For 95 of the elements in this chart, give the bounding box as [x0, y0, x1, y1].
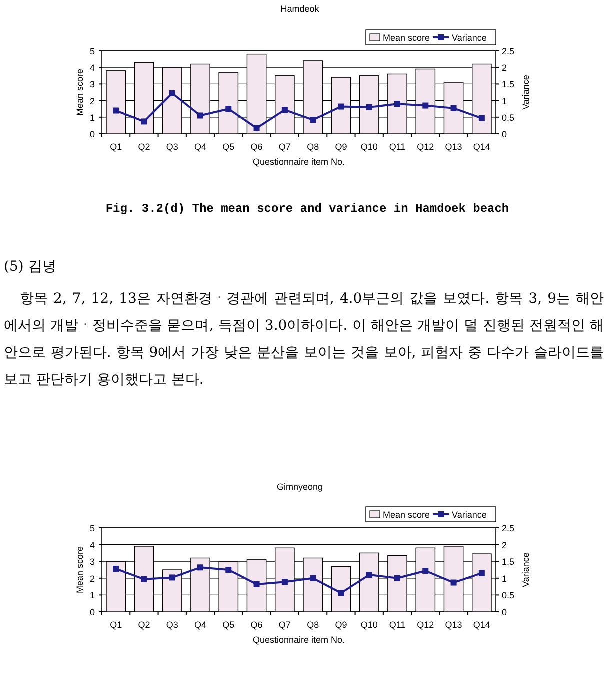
point	[422, 568, 429, 574]
point	[113, 108, 120, 114]
x-tick-label: Q5	[222, 142, 235, 152]
y-tick-label: 0	[90, 130, 95, 140]
x-tick-label: Q3	[166, 142, 178, 152]
y-tick-label: 0	[90, 608, 95, 618]
y2-tick-label: 1	[502, 96, 508, 106]
y2-tick-label: 1.5	[502, 80, 515, 90]
point	[450, 105, 457, 112]
x-tick-label: Q13	[445, 620, 462, 630]
y-tick-label: 2	[90, 574, 95, 584]
x-tick-label: Q6	[250, 142, 263, 152]
y2-tick-label: 1.5	[502, 557, 515, 568]
point	[254, 125, 260, 132]
y2-tick-label: 2.5	[502, 46, 515, 56]
x-tick-label: Q10	[360, 142, 378, 152]
chart-title: Gimnyeong	[276, 482, 324, 492]
x-tick-label: Q9	[335, 620, 348, 630]
point	[338, 104, 344, 110]
point	[310, 575, 316, 582]
point	[169, 574, 176, 581]
x-tick-label: Q10	[360, 620, 378, 630]
legend-label: Variance	[452, 33, 487, 43]
y-axis-title: Mean score	[75, 546, 85, 594]
x-tick-label: Q5	[222, 620, 235, 630]
x-tick-label: Q3	[166, 620, 178, 630]
x-tick-label: Q11	[389, 142, 406, 152]
x-tick-label: Q4	[194, 620, 207, 630]
x-tick-label: Q1	[110, 142, 122, 152]
legend-label: Variance	[452, 510, 487, 520]
x-tick-label: Q2	[138, 620, 150, 630]
x-tick-label: Q14	[473, 142, 490, 152]
point	[254, 581, 260, 588]
y-tick-label: 4	[90, 540, 95, 550]
legend-label: Mean score	[383, 510, 430, 520]
legend-label: Mean score	[383, 33, 430, 43]
point	[198, 112, 204, 119]
x-axis-title: Questionnaire item No.	[252, 157, 346, 167]
point	[198, 564, 204, 571]
point	[113, 566, 120, 572]
point	[282, 579, 288, 586]
y-tick-label: 1	[90, 590, 95, 601]
point	[226, 567, 232, 573]
point	[366, 104, 372, 110]
y2-tick-label: 0	[502, 130, 508, 140]
x-tick-label: Q12	[417, 142, 434, 152]
x-tick-label: Q8	[307, 620, 320, 630]
point	[141, 118, 148, 125]
y-tick-label: 2	[90, 96, 95, 106]
y-tick-label: 4	[90, 63, 95, 74]
x-tick-label: Q13	[445, 142, 462, 152]
x-tick-label: Q7	[278, 142, 291, 152]
x-tick-label: Q9	[335, 142, 348, 152]
point	[310, 117, 316, 124]
x-axis-title: Questionnaire item No.	[252, 635, 346, 645]
y2-axis-title: Variance	[521, 552, 531, 588]
y-tick-label: 3	[90, 557, 95, 568]
y-tick-label: 5	[90, 46, 95, 56]
point	[422, 102, 429, 109]
x-tick-label: Q4	[194, 142, 207, 152]
x-tick-label: Q6	[250, 620, 263, 630]
y-tick-label: 5	[90, 524, 95, 534]
point	[478, 115, 485, 122]
text: 항목 2, 7, 12, 13은 자연환경ㆍ경관에 관련되며, 4.0부근의 값을 보였다. 항목 3, 9는 해안에서의 개발ㆍ정비수준을 묻으며, 득점이 3.0이하이다. 이 해안은 개발이 덜 진행된 전원적인 해안으로 평가된다. 항목 9에서 가장 낮은 분산을 보이는 것을 보아, 피험자 중 다수가 슬라이드를 보고 판단하기 용이했다고 본다.	[4, 290, 604, 390]
x-tick-label: Q14	[473, 620, 490, 630]
x-tick-label: Q2	[138, 142, 150, 152]
y2-tick-label: 2	[502, 540, 508, 550]
y-axis-title: Mean score	[75, 68, 85, 116]
point	[366, 572, 372, 578]
point	[478, 570, 485, 576]
point	[282, 107, 288, 114]
point	[394, 575, 400, 582]
y2-tick-label: 0	[502, 608, 508, 618]
caption: Fig. 3.2(d) The mean score and variance in Hamdoek beach	[104, 202, 510, 216]
point	[226, 106, 232, 112]
x-tick-label: Q1	[110, 620, 122, 630]
y-tick-label: 1	[90, 112, 95, 123]
point	[450, 580, 457, 586]
x-tick-label: Q7	[278, 620, 291, 630]
x-tick-label: Q8	[307, 142, 320, 152]
text: (5) 김녕	[4, 258, 56, 276]
x-tick-label: Q12	[417, 620, 434, 630]
y2-tick-label: 0.5	[502, 590, 515, 601]
y-tick-label: 3	[90, 80, 95, 90]
y2-tick-label: 2	[502, 63, 508, 74]
chart-title: Hamdeok	[280, 4, 320, 14]
x-tick-label: Q11	[389, 620, 406, 630]
point	[394, 101, 400, 108]
point	[141, 576, 148, 582]
point	[169, 90, 176, 96]
y2-tick-label: 2.5	[502, 524, 515, 534]
point	[338, 590, 344, 596]
y2-tick-label: 0.5	[502, 112, 515, 123]
y2-axis-title: Variance	[521, 75, 531, 110]
y2-tick-label: 1	[502, 574, 508, 584]
